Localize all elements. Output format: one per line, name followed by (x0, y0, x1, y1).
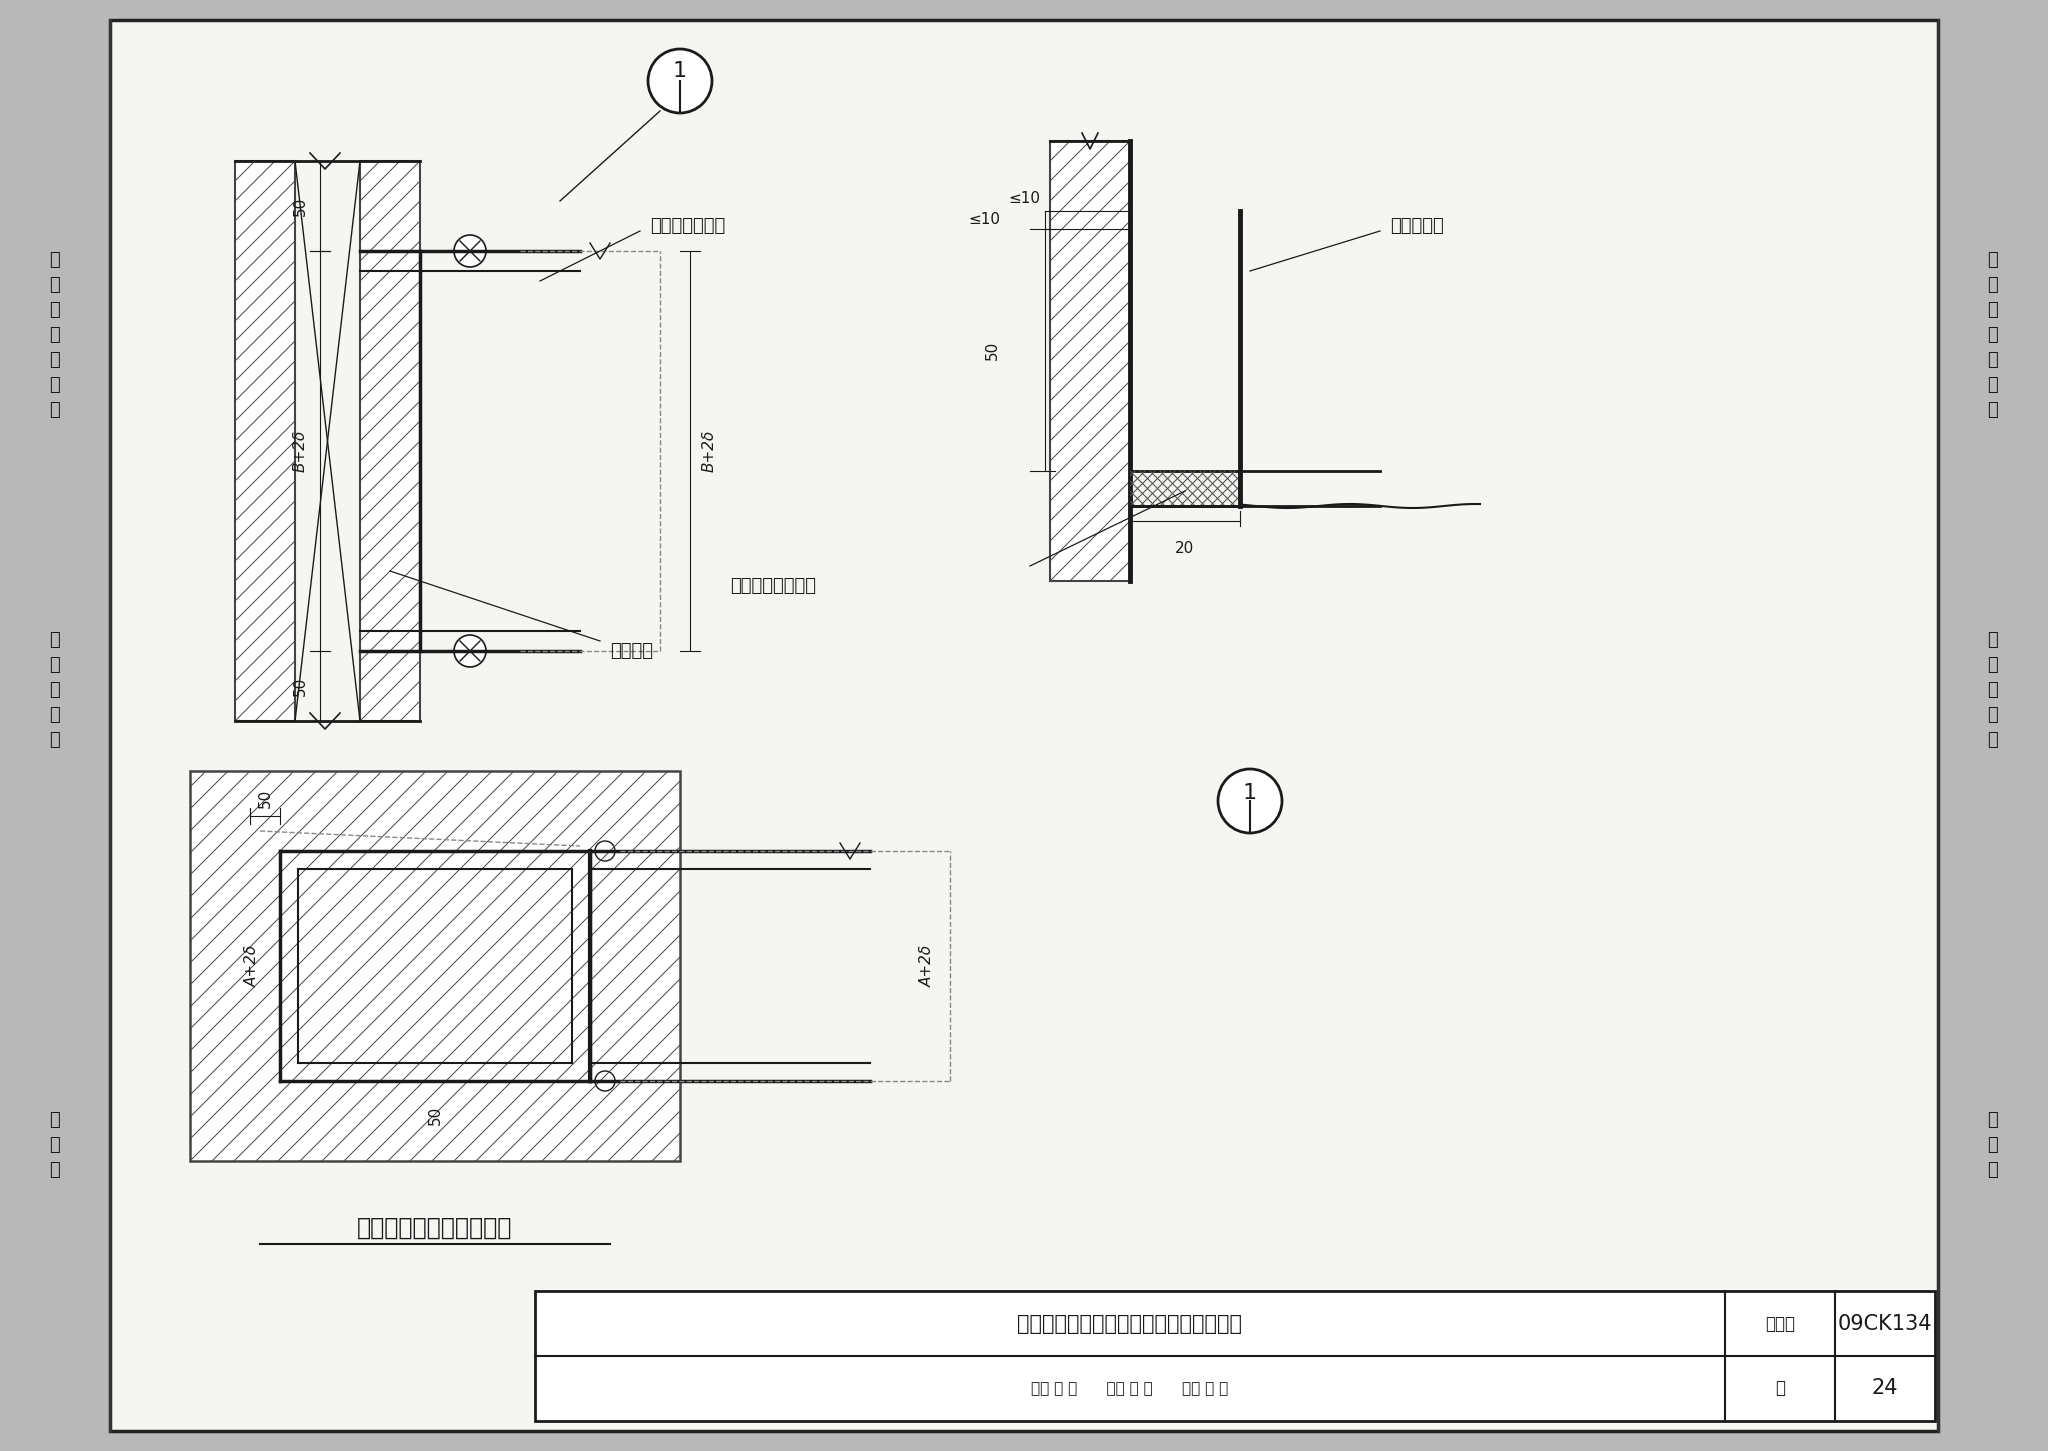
Bar (0, 20, 111, 1431)
Text: 安
装
类: 安 装 类 (49, 1111, 59, 1180)
Circle shape (455, 235, 485, 267)
Text: 制
作
加
工
类: 制 作 加 工 类 (49, 631, 59, 749)
Text: 制
作
加
工
类: 制 作 加 工 类 (1989, 631, 1999, 749)
Circle shape (647, 49, 713, 113)
Text: 50: 50 (293, 196, 307, 216)
Text: 1: 1 (674, 61, 686, 81)
Text: 柔性防火封堵材料: 柔性防火封堵材料 (729, 577, 815, 595)
Bar (360, 161, 420, 721)
Text: 页: 页 (1776, 1380, 1786, 1397)
Text: 20: 20 (1176, 541, 1194, 556)
Circle shape (1219, 769, 1282, 833)
Text: B+2δ: B+2δ (702, 429, 717, 472)
Text: 专用胶粘剂: 专用胶粘剂 (1391, 218, 1444, 235)
Text: A+2δ: A+2δ (920, 945, 936, 987)
Bar (111, 20, 1937, 1431)
Circle shape (596, 1071, 614, 1091)
Bar (0, 1431, 2048, 1451)
Text: 50: 50 (258, 789, 272, 808)
Text: ≤10: ≤10 (1008, 192, 1040, 206)
Circle shape (455, 636, 485, 667)
Text: B+2δ: B+2δ (293, 429, 307, 472)
Text: ≤10: ≤10 (969, 212, 999, 228)
Text: 机制玻镁复合板风管与土建风道交接做法: 机制玻镁复合板风管与土建风道交接做法 (1018, 1313, 1243, 1333)
Bar (190, 770, 680, 1161)
Bar (250, 821, 621, 1111)
Text: A+2δ: A+2δ (246, 945, 260, 987)
Text: 50: 50 (428, 1106, 442, 1125)
Bar (0, 0, 2048, 20)
Text: 50: 50 (985, 341, 999, 360)
Text: 土建风道: 土建风道 (610, 641, 653, 660)
Text: 审核 渠 谦      校对 张 兢      设计 刘 强: 审核 渠 谦 校对 张 兢 设计 刘 强 (1032, 1381, 1229, 1396)
Text: 09CK134: 09CK134 (1837, 1313, 1931, 1333)
Circle shape (596, 842, 614, 860)
Text: 1: 1 (1243, 784, 1257, 802)
Text: 24: 24 (1872, 1378, 1898, 1399)
Text: 玻镁复合板风管: 玻镁复合板风管 (649, 218, 725, 235)
Text: 50: 50 (293, 676, 307, 695)
Text: 安
装
类: 安 装 类 (1989, 1111, 1999, 1180)
Bar (1130, 472, 1239, 506)
Text: 目
录
与
编
制
说
明: 目 录 与 编 制 说 明 (1989, 251, 1999, 419)
Bar (1051, 141, 1130, 580)
Bar (535, 1291, 1935, 1421)
Bar (1937, 20, 2048, 1431)
Text: 图集号: 图集号 (1765, 1315, 1794, 1332)
Text: 目
录
与
编
制
说
明: 目 录 与 编 制 说 明 (49, 251, 59, 419)
Bar (236, 161, 295, 721)
Text: 土建风道与水平风管连接: 土建风道与水平风管连接 (356, 1216, 512, 1241)
